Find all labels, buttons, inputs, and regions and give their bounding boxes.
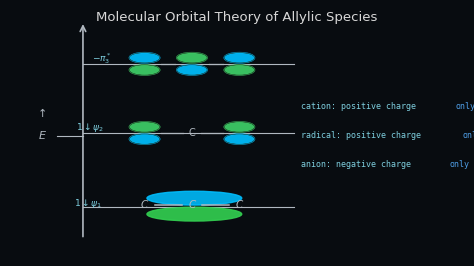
Text: $-\pi^*_3$: $-\pi^*_3$ bbox=[92, 51, 111, 66]
Ellipse shape bbox=[147, 207, 242, 221]
Text: E: E bbox=[39, 131, 46, 141]
Ellipse shape bbox=[129, 65, 160, 75]
Text: C: C bbox=[188, 200, 196, 210]
Text: C: C bbox=[189, 128, 195, 138]
Text: only: only bbox=[462, 131, 474, 140]
Ellipse shape bbox=[177, 65, 207, 75]
Ellipse shape bbox=[224, 65, 255, 75]
Ellipse shape bbox=[129, 53, 160, 63]
Text: only: only bbox=[449, 160, 469, 169]
Ellipse shape bbox=[177, 53, 207, 63]
Ellipse shape bbox=[129, 134, 160, 144]
Text: anion: negative charge: anion: negative charge bbox=[301, 160, 416, 169]
Ellipse shape bbox=[224, 134, 255, 144]
Text: $1\downarrow\psi_1$: $1\downarrow\psi_1$ bbox=[74, 197, 102, 210]
Text: $1\downarrow\psi_2$: $1\downarrow\psi_2$ bbox=[76, 121, 104, 134]
Text: radical: positive charge: radical: positive charge bbox=[301, 131, 426, 140]
Text: C: C bbox=[236, 200, 243, 210]
Text: only: only bbox=[456, 102, 474, 111]
Ellipse shape bbox=[224, 122, 255, 132]
Text: ↑: ↑ bbox=[38, 109, 47, 119]
Ellipse shape bbox=[224, 53, 255, 63]
Text: C: C bbox=[141, 200, 148, 210]
Ellipse shape bbox=[129, 122, 160, 132]
Ellipse shape bbox=[147, 191, 242, 205]
Text: Molecular Orbital Theory of Allylic Species: Molecular Orbital Theory of Allylic Spec… bbox=[96, 11, 378, 24]
Text: cation: positive charge: cation: positive charge bbox=[301, 102, 421, 111]
